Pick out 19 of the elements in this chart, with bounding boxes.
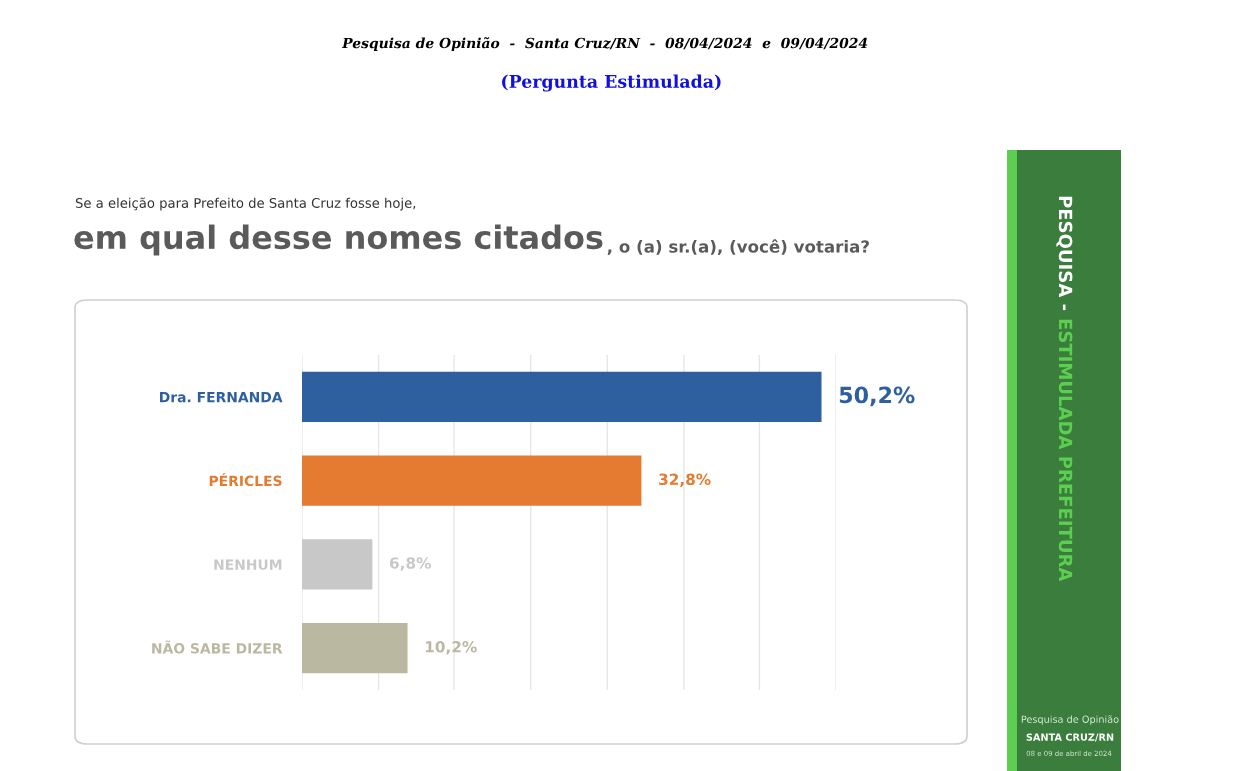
text: PESQUISA - <box>1056 196 1073 311</box>
text: Pesquisa de Opinião <box>1021 715 1119 725</box>
bar <box>302 371 822 422</box>
data-label: 50,2% <box>839 386 915 407</box>
text: , o (a) sr.(a), (você) votaria? <box>607 239 869 255</box>
y-tick-label: Dra. FERNANDA <box>160 392 283 403</box>
data-label: 10,2% <box>425 641 477 655</box>
text: SANTA CRUZ/RN <box>1026 733 1114 742</box>
text: em qual desse nomes citados <box>74 224 603 256</box>
chart-title: Pesquisa de Opinião - Santa Cruz/RN - 08/04/2024 e 09/04/2024 <box>341 37 868 51</box>
data-label: 32,8% <box>659 473 711 488</box>
y-tick-label: NÃO SABE DIZER <box>152 640 283 654</box>
chart-subtitle: (Pergunta Estimulada) <box>502 74 721 92</box>
bar <box>302 455 642 506</box>
text: Se a eleição para Prefeito de Santa Cruz fosse hoje, <box>75 197 416 211</box>
bar <box>302 623 408 674</box>
bar <box>302 539 373 590</box>
text: ESTIMULADA PREFEITURA <box>1058 319 1073 582</box>
y-tick-label: PÉRICLES <box>209 473 282 487</box>
